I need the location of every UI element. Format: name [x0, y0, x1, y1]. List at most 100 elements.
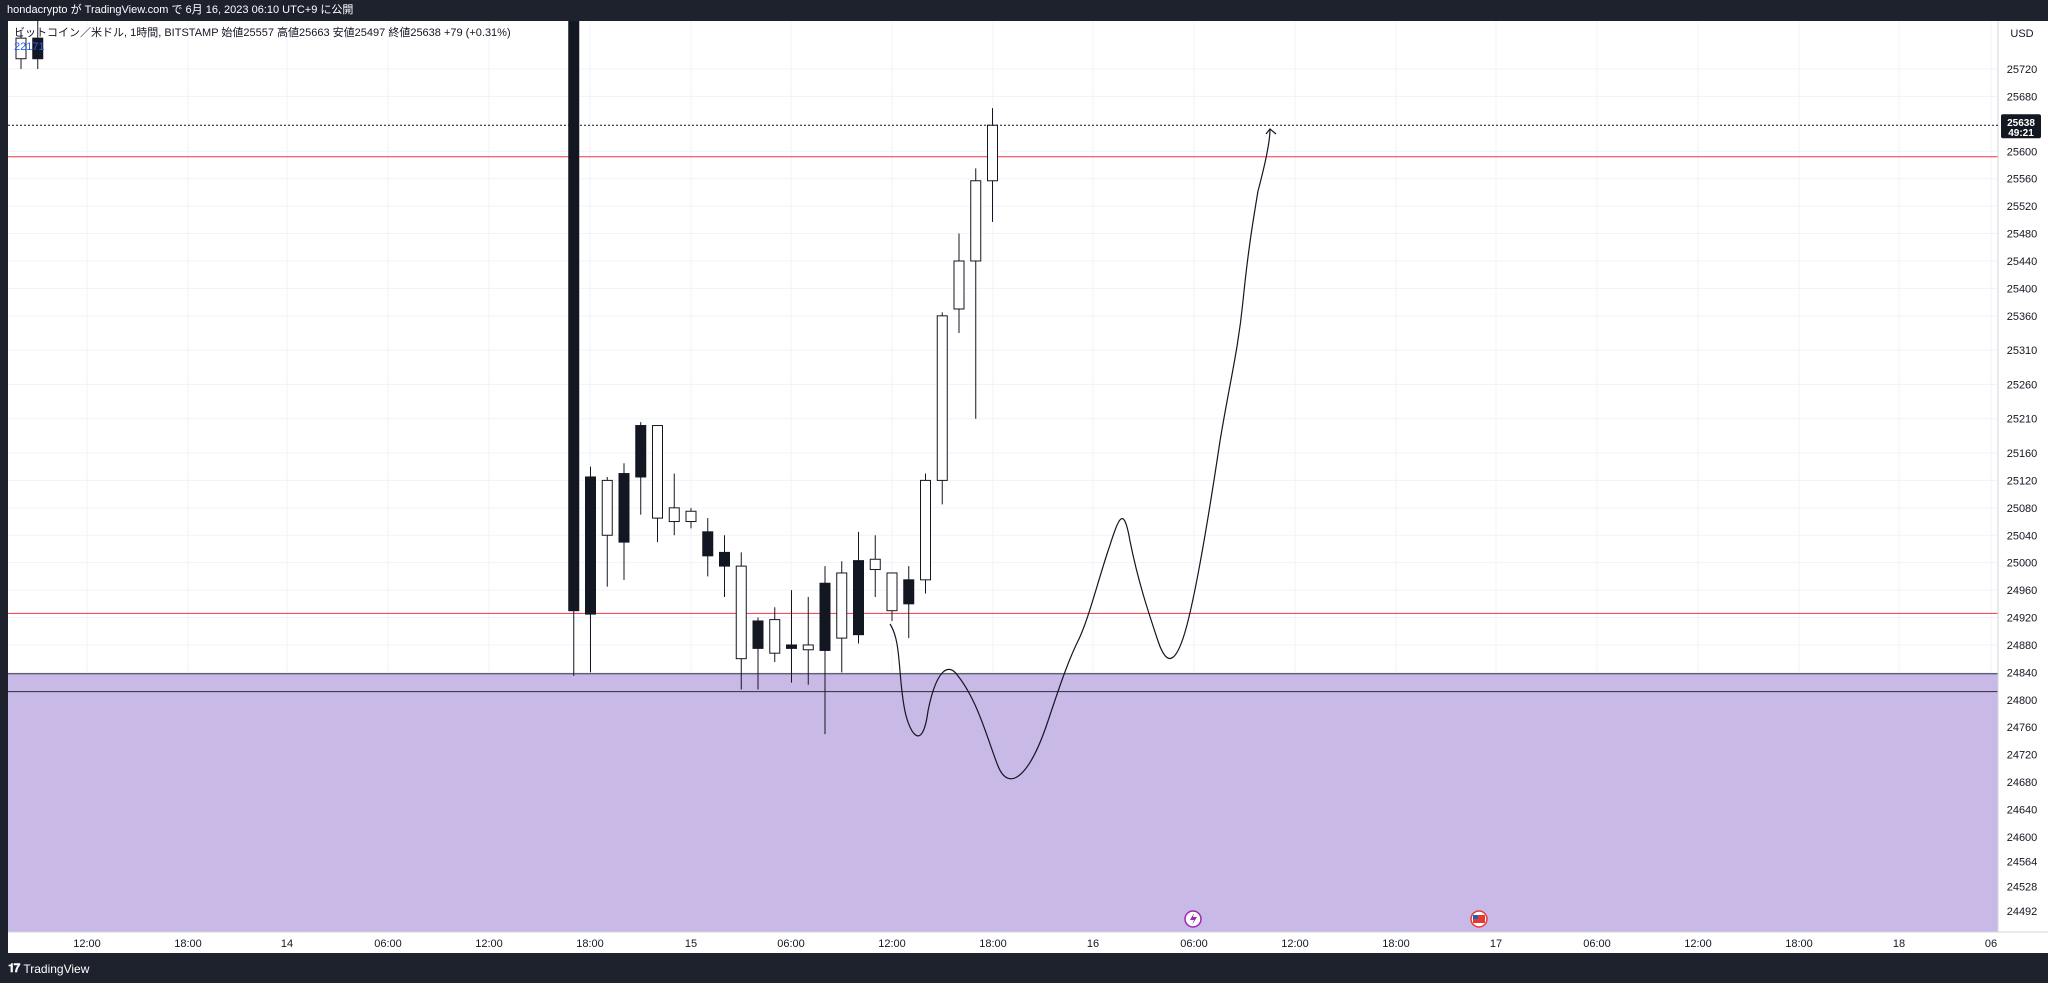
y-tick-label: 24960 — [2007, 585, 2038, 597]
candle-body — [786, 644, 797, 649]
y-tick-label: 25310 — [2007, 345, 2038, 357]
candle-body — [869, 558, 881, 571]
x-tick-label: 15 — [685, 938, 697, 950]
published-text: hondacrypto が TradingView.com で 6月 16, 2… — [7, 4, 354, 16]
x-tick-label: 18:00 — [174, 938, 202, 950]
candle-body — [719, 551, 730, 567]
tradingview-logo[interactable]: 𝟏𝟕 TradingView — [8, 961, 89, 976]
candle-body — [618, 473, 630, 543]
x-tick-label: 18:00 — [1785, 938, 1813, 950]
y-tick-label: 24720 — [2007, 750, 2038, 762]
y-tick-label: 25520 — [2007, 201, 2038, 213]
candles — [15, 21, 998, 735]
x-tick-label: 12:00 — [1281, 938, 1309, 950]
event-icons — [1184, 910, 1488, 928]
y-tick-label: 25440 — [2007, 256, 2038, 268]
symbol-line: ビットコイン／米ドル, 1時間, BITSTAMP 始値25557 高値2566… — [14, 27, 511, 39]
last-price-tag — [2001, 114, 2041, 139]
us-flag-icon — [1473, 915, 1485, 923]
forecast-drawing[interactable] — [889, 128, 1271, 780]
y-tick-label: 25560 — [2007, 174, 2038, 186]
y-tick-label: 25720 — [2007, 64, 2038, 76]
candle-body — [802, 644, 814, 651]
candle-body — [32, 37, 44, 60]
y-tick-label: 25000 — [2007, 558, 2038, 570]
x-tick-label: 12:00 — [73, 938, 101, 950]
x-tick-label: 18:00 — [979, 938, 1007, 950]
x-tick-label: 06:00 — [374, 938, 402, 950]
y-tick-label: 25040 — [2007, 530, 2038, 542]
y-tick-label: 24492 — [2007, 906, 2038, 918]
candle-body — [970, 180, 982, 262]
candle-body — [735, 565, 747, 660]
axes: 12:00 18:00 14 06:00 12:00 18:00 15 06:00 12:00 1… — [8, 21, 2048, 950]
y-tick-label: 25160 — [2007, 448, 2038, 460]
candle-body — [585, 476, 596, 615]
footer-brand: TradingView — [23, 961, 90, 976]
candle-body — [819, 582, 831, 651]
candle-body — [903, 579, 915, 605]
y-tick-label: 24564 — [2007, 857, 2038, 869]
forecast-arrowhead — [1265, 128, 1277, 135]
x-tick-label: 06:00 — [1583, 938, 1611, 950]
y-tick-label: 24640 — [2007, 805, 2038, 817]
y-tick-label: 24760 — [2007, 722, 2038, 734]
candle-body — [752, 620, 764, 649]
candle-body — [987, 124, 998, 182]
y-tick-label: 25360 — [2007, 311, 2038, 323]
y-tick-label: 24528 — [2007, 881, 2038, 893]
y-tick-label: 24840 — [2007, 667, 2038, 679]
y-tick-label: 25120 — [2007, 475, 2038, 487]
candle-body — [15, 37, 27, 60]
candle-body — [853, 560, 864, 636]
x-tick-label: 12:00 — [475, 938, 503, 950]
horizontal-lines — [8, 156, 1998, 693]
candle-body — [953, 260, 965, 310]
y-tick-label: 24920 — [2007, 613, 2038, 625]
y-tick-label: 25080 — [2007, 503, 2038, 515]
countdown-tag-value: 49:21 — [2008, 128, 2034, 139]
x-tick-label: 06 — [1985, 938, 1997, 950]
candle-body — [886, 572, 898, 612]
support-zone — [8, 673, 1998, 932]
y-tick-label: 24600 — [2007, 832, 2038, 844]
y-tick-label: 25260 — [2007, 379, 2038, 391]
currency-label: USD — [2010, 28, 2033, 40]
x-tick-label: 18:00 — [1382, 938, 1410, 950]
candle-body — [635, 425, 647, 478]
candle-body — [769, 619, 781, 654]
y-tick-label: 25680 — [2007, 91, 2038, 103]
candle-body — [685, 510, 697, 523]
x-tick-label: 06:00 — [777, 938, 805, 950]
y-tick-label: 25210 — [2007, 414, 2038, 426]
candle-body — [836, 572, 848, 639]
x-tick-label: 16 — [1087, 938, 1099, 950]
x-tick-label: 12:00 — [1684, 938, 1712, 950]
lightning-icon — [1190, 913, 1197, 925]
last-price-tag-value: 25638 — [2007, 118, 2035, 129]
price-chart[interactable]: 12:00 18:00 14 06:00 12:00 18:00 15 06:00 12:00 1… — [8, 21, 2048, 953]
candle-body — [652, 425, 663, 519]
x-tick-label: 18:00 — [576, 938, 604, 950]
y-tick-label: 25400 — [2007, 283, 2038, 295]
y-tick-label: 25480 — [2007, 229, 2038, 241]
candle-body — [702, 531, 714, 557]
candle-body — [568, 21, 580, 612]
x-tick-label: 14 — [281, 938, 293, 950]
x-tick-label: 18 — [1893, 938, 1905, 950]
candle-body — [936, 315, 948, 481]
x-tick-label: 17 — [1490, 938, 1502, 950]
tradingview-logo-icon: 𝟏𝟕 — [8, 961, 20, 975]
x-tick-label: 06:00 — [1180, 938, 1208, 950]
y-tick-label: 25600 — [2007, 146, 2038, 158]
candle-body — [601, 479, 613, 536]
x-tick-label: 12:00 — [878, 938, 906, 950]
chart-area[interactable]: 12:00 18:00 14 06:00 12:00 18:00 15 06:00 12:00 1… — [8, 21, 2048, 953]
candle-body — [668, 507, 680, 523]
footer-bar: 𝟏𝟕 TradingView — [0, 953, 2048, 983]
y-tick-label: 24680 — [2007, 777, 2038, 789]
y-tick-label: 24800 — [2007, 695, 2038, 707]
candle-body — [920, 479, 931, 581]
publication-header: hondacrypto が TradingView.com で 6月 16, 2… — [0, 0, 2048, 21]
